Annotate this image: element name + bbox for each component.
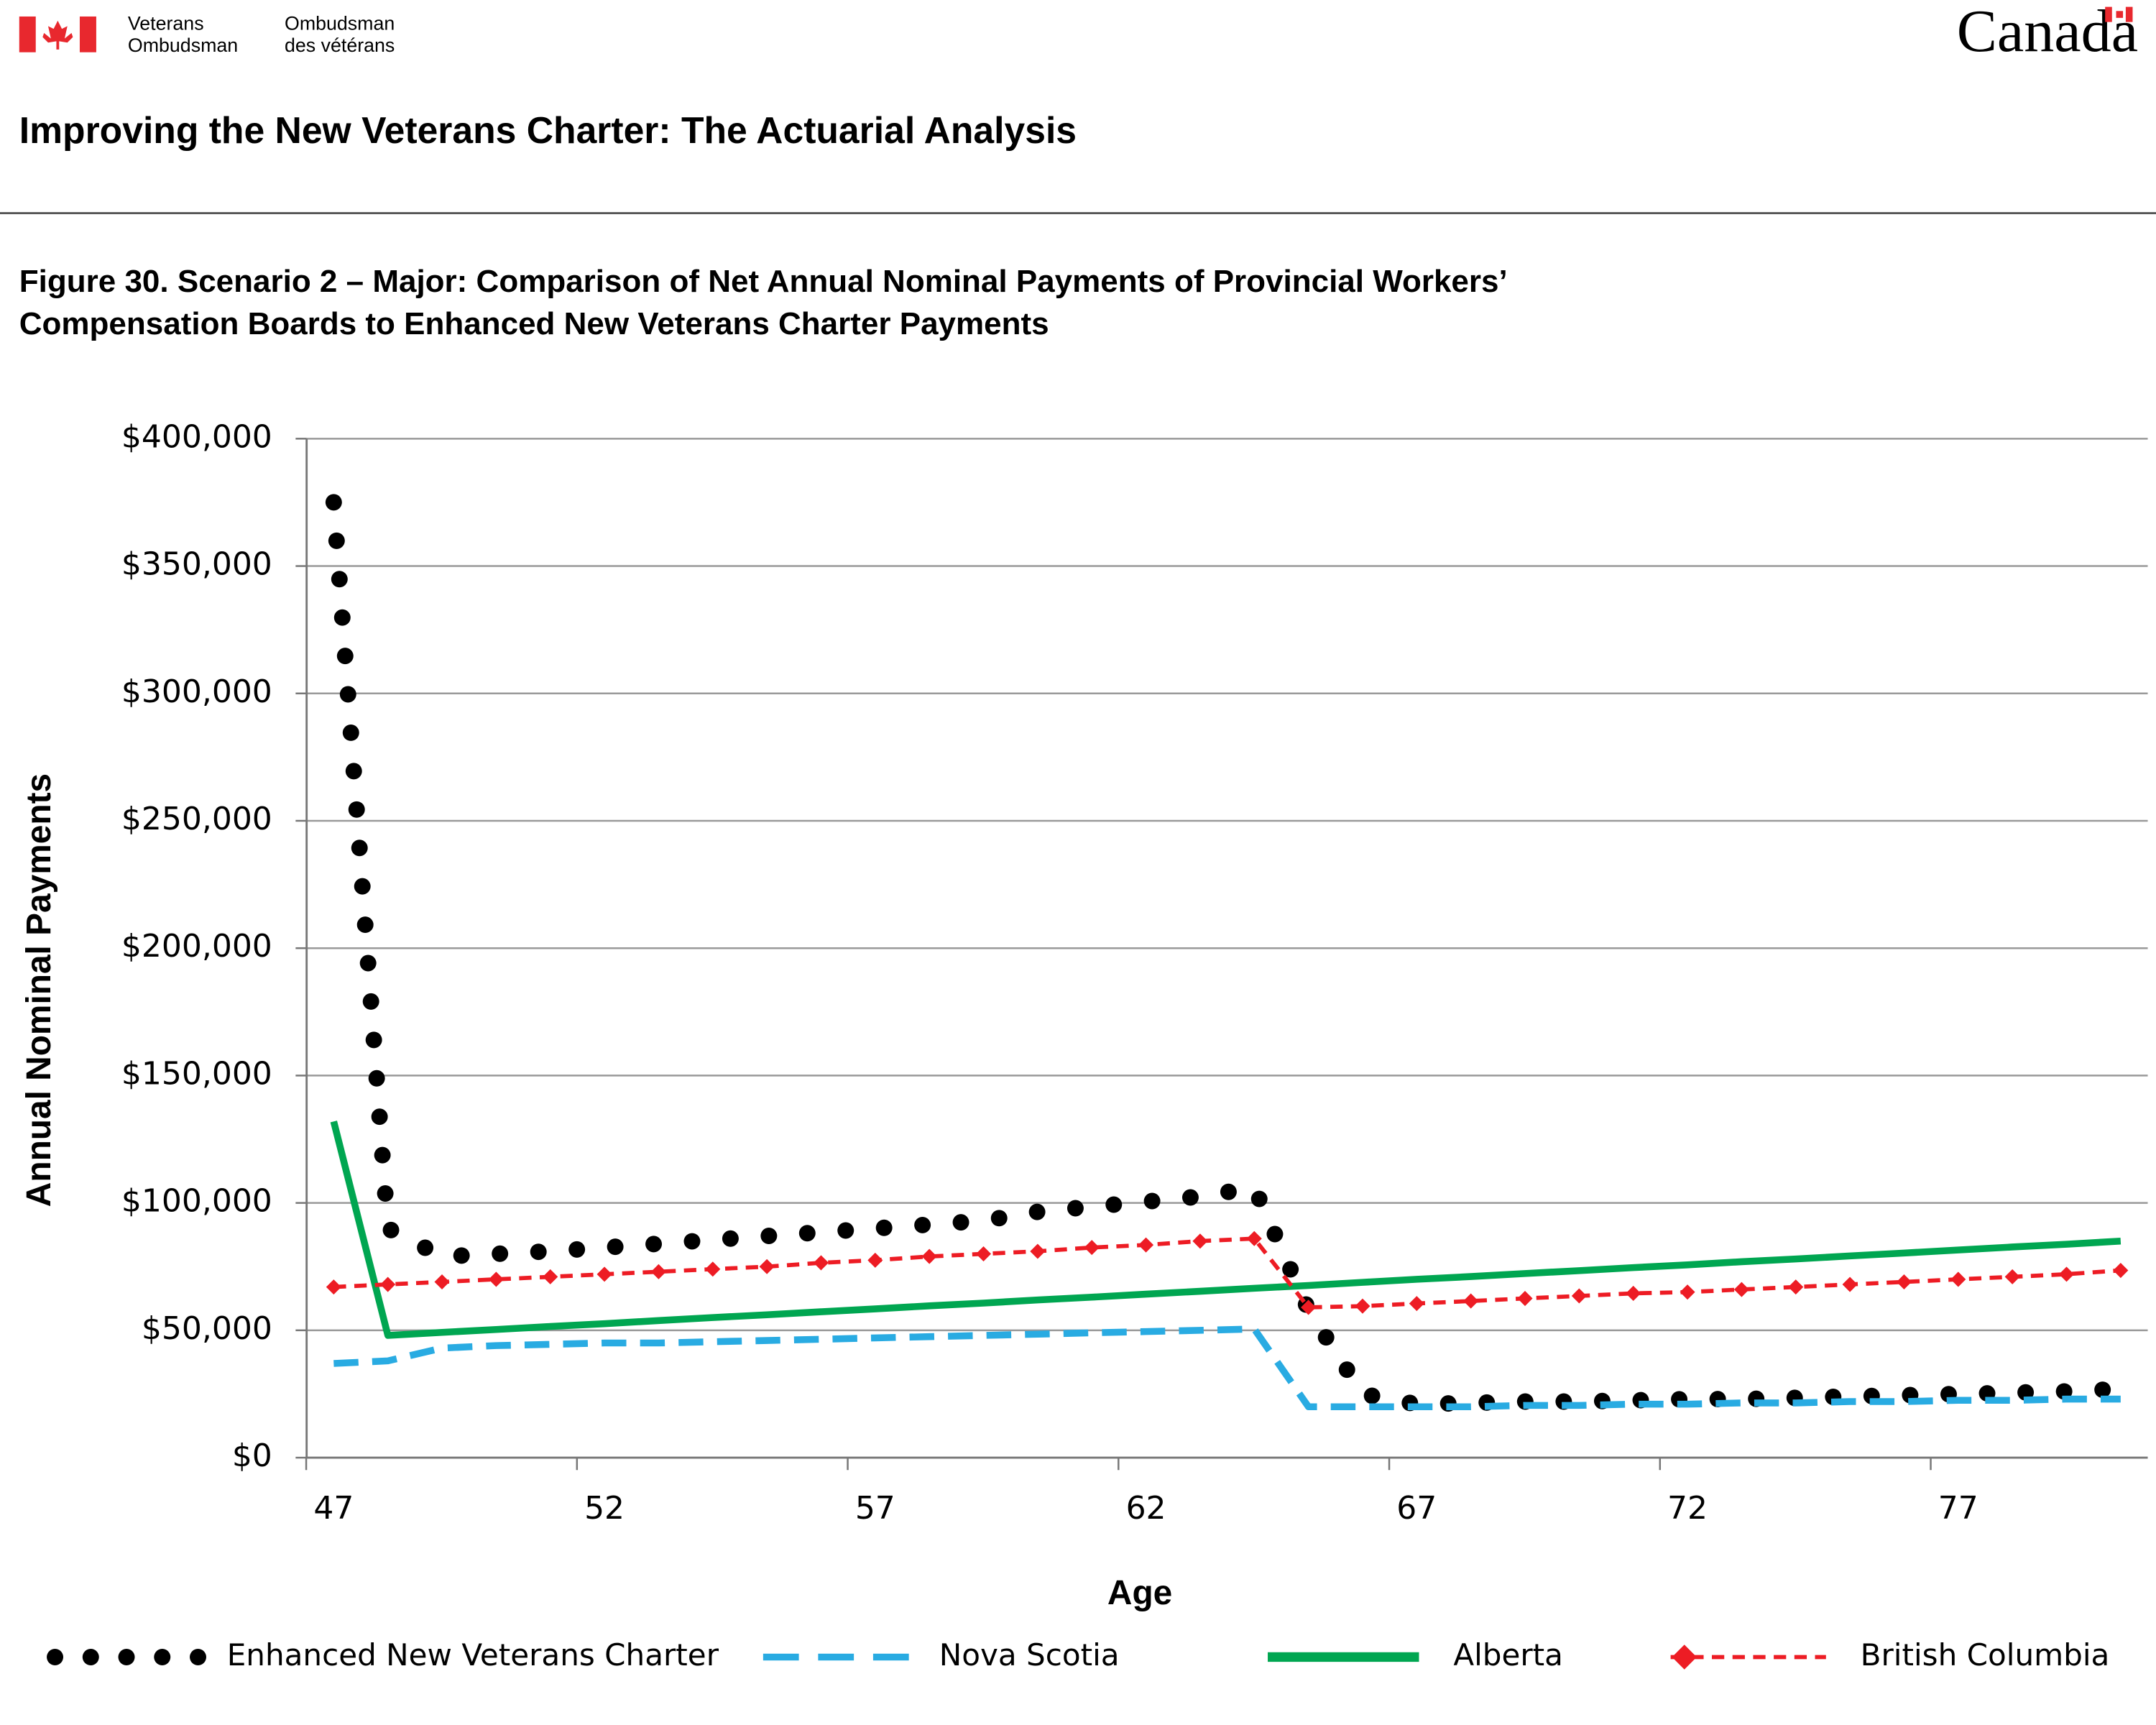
diamond-marker xyxy=(1030,1243,1046,1259)
y-tick-label: $400,000 xyxy=(121,418,272,455)
diamond-marker xyxy=(2004,1269,2020,1284)
y-tick-label: $350,000 xyxy=(121,546,272,583)
diamond-marker xyxy=(867,1252,883,1268)
diamond-marker xyxy=(1733,1282,1749,1297)
legend-label: British Columbia xyxy=(1861,1637,2110,1673)
diamond-marker xyxy=(1896,1274,1912,1290)
x-tick-label: 67 xyxy=(1396,1490,1437,1527)
diamond-marker xyxy=(543,1269,558,1284)
diamond-marker xyxy=(1571,1288,1587,1304)
diamond-marker xyxy=(1138,1237,1154,1253)
legend-label: Enhanced New Veterans Charter xyxy=(227,1637,719,1673)
x-tick-label: 62 xyxy=(1126,1490,1166,1527)
legend-label: Alberta xyxy=(1453,1637,1563,1673)
diamond-marker xyxy=(1680,1284,1695,1300)
x-tick-label: 72 xyxy=(1667,1490,1708,1527)
series-line xyxy=(333,1325,2121,1411)
page-title: Improving the New Veterans Charter: The … xyxy=(19,109,1077,151)
diamond-marker xyxy=(1192,1233,1208,1249)
diamond-marker xyxy=(1084,1240,1100,1256)
diamond-marker xyxy=(813,1255,829,1271)
diamond-marker xyxy=(650,1264,666,1279)
flag-logo xyxy=(19,16,96,52)
diamond-marker xyxy=(705,1261,721,1277)
diamond-marker xyxy=(1409,1296,1424,1312)
diamond-marker xyxy=(1355,1298,1370,1314)
y-tick-label: $300,000 xyxy=(121,673,272,710)
diamond-marker xyxy=(1517,1291,1533,1307)
org-en: Ombudsman xyxy=(128,34,238,56)
legend-marker xyxy=(1672,1644,1697,1670)
diamond-marker xyxy=(2058,1266,2075,1282)
org-fr: des vétérans xyxy=(285,34,395,56)
y-tick-label: $250,000 xyxy=(121,801,272,837)
y-tick-label: $200,000 xyxy=(121,928,272,965)
wordmark-flag xyxy=(2105,6,2133,22)
series-line xyxy=(333,1236,2122,1310)
diamond-marker xyxy=(975,1246,992,1262)
diamond-marker xyxy=(380,1276,396,1292)
y-tick-label: $100,000 xyxy=(121,1183,272,1220)
diamond-marker xyxy=(759,1259,775,1274)
diamond-marker xyxy=(1626,1285,1641,1301)
diamond-marker xyxy=(1788,1279,1804,1295)
x-tick-label: 57 xyxy=(855,1490,895,1527)
diamond-marker xyxy=(596,1266,612,1282)
diamond-marker xyxy=(488,1271,504,1287)
legend-label: Nova Scotia xyxy=(939,1637,1120,1673)
x-axis-title: Age xyxy=(1107,1574,1172,1612)
y-tick-label: $50,000 xyxy=(142,1310,272,1347)
y-tick-label: $0 xyxy=(232,1438,272,1474)
x-tick-label: 77 xyxy=(1938,1490,1978,1527)
chart-title: Figure 30. Scenario 2 – Major: Compariso… xyxy=(19,264,1508,299)
org-fr: Ombudsman xyxy=(285,13,395,34)
diamond-marker xyxy=(2113,1263,2129,1279)
diamond-marker xyxy=(1463,1293,1479,1309)
diamond-marker xyxy=(326,1279,341,1295)
series-line xyxy=(330,1121,2122,1339)
diamond-marker xyxy=(434,1274,450,1290)
org-en: Veterans xyxy=(128,13,204,34)
diamond-marker xyxy=(1842,1276,1858,1292)
series-line xyxy=(325,494,2129,1413)
chart-title: Compensation Boards to Enhanced New Vete… xyxy=(19,306,1049,341)
diamond-marker xyxy=(1950,1271,1966,1287)
y-axis-title: Annual Nominal Payments xyxy=(20,773,58,1207)
y-tick-label: $150,000 xyxy=(121,1055,272,1092)
x-tick-label: 52 xyxy=(584,1490,625,1527)
diamond-marker xyxy=(921,1248,937,1264)
x-tick-label: 47 xyxy=(313,1490,354,1527)
